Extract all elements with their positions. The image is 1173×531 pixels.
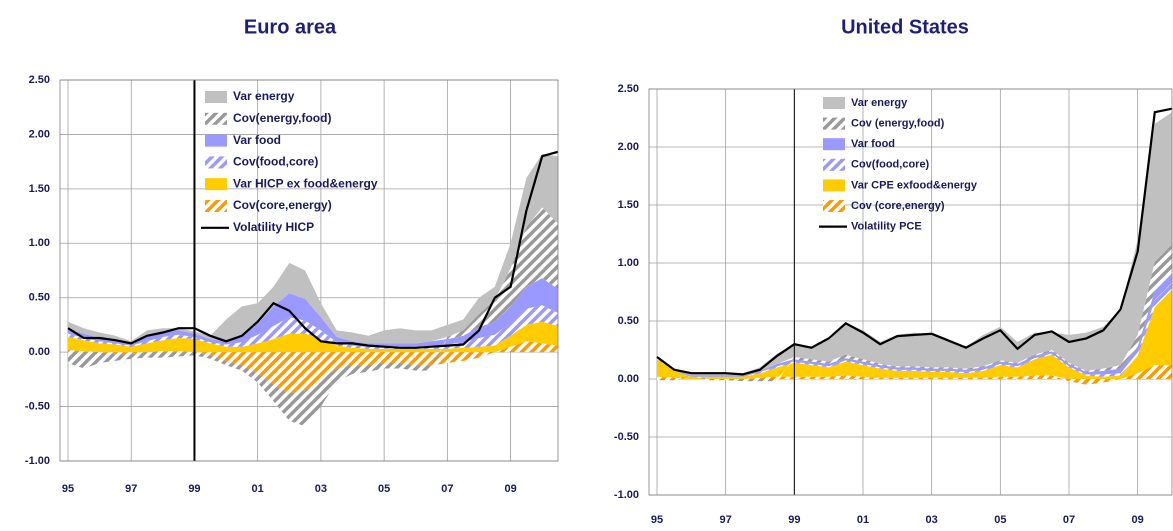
y-tick-label: -1.00 <box>614 489 639 501</box>
legend-swatch <box>205 112 227 125</box>
area <box>68 321 558 353</box>
y-tick-label: 0.50 <box>29 292 50 304</box>
y-tick-label: 0.50 <box>618 315 639 327</box>
x-tick-label: 97 <box>125 483 137 495</box>
y-tick-label: 0.00 <box>618 373 639 385</box>
legend-label: Cov (energy,food) <box>851 118 945 130</box>
legend-label: Var energy <box>851 97 908 109</box>
x-tick-label: 95 <box>651 514 663 526</box>
legend-label: Var energy <box>233 89 295 103</box>
y-tick-label: 1.50 <box>618 199 639 211</box>
x-tick-label: 01 <box>252 483 264 495</box>
y-tick-label: 2.00 <box>618 141 639 153</box>
x-tick-label: 99 <box>188 483 200 495</box>
legend-swatch <box>823 97 845 109</box>
x-tick-label: 03 <box>315 483 327 495</box>
x-tick-label: 99 <box>788 514 800 526</box>
line <box>656 107 1173 376</box>
plot-frame <box>59 79 559 462</box>
area <box>657 112 1172 376</box>
legend-label: Var HICP ex food&energy <box>233 176 378 190</box>
legend-swatch <box>205 134 227 147</box>
x-tick-label: 97 <box>720 514 732 526</box>
legend-label: Var CPE exfood&energy <box>851 179 978 191</box>
legend-swatch <box>823 158 845 171</box>
x-tick-label: 05 <box>994 514 1006 526</box>
x-tick-label: 09 <box>504 483 516 495</box>
y-tick-label: 1.50 <box>29 183 50 195</box>
x-tick-label: 09 <box>1132 514 1144 526</box>
y-tick-label: 0.00 <box>29 346 50 358</box>
legend-label: Cov(food,core) <box>851 159 930 171</box>
y-tick-label: -0.50 <box>25 400 50 412</box>
y-tick-label: 1.00 <box>618 257 639 269</box>
legend-label: Cov(core,energy) <box>233 198 332 212</box>
area <box>68 341 558 394</box>
area <box>68 278 558 347</box>
x-tick-label: 07 <box>1063 514 1075 526</box>
area <box>657 244 1172 382</box>
plot-frame <box>648 88 1173 496</box>
legend-swatch <box>823 138 845 151</box>
line <box>67 150 559 349</box>
x-tick-label: 05 <box>378 483 390 495</box>
legend-label: Var food <box>233 133 281 147</box>
legend-swatch <box>823 179 845 192</box>
legend-label: Var food <box>851 138 895 150</box>
x-tick-label: 01 <box>857 514 869 526</box>
legend-label: Volatility HICP <box>233 220 314 234</box>
chart-title: Euro area <box>244 16 337 38</box>
y-tick-label: 2.00 <box>29 128 50 140</box>
legend-swatch <box>823 200 845 212</box>
chart-title: United States <box>841 16 969 38</box>
legend-label: Cov (core,energy) <box>851 200 945 212</box>
y-tick-label: 1.00 <box>29 237 50 249</box>
area <box>68 154 558 344</box>
legend-swatch <box>205 200 227 212</box>
legend-swatch <box>205 91 227 103</box>
legend-label: Cov(food,core) <box>233 155 318 169</box>
y-tick-label: -0.50 <box>614 431 639 443</box>
legend-label: Volatility PCE <box>851 221 922 233</box>
legend-swatch <box>205 156 227 169</box>
legend-swatch <box>823 117 845 130</box>
x-tick-label: 03 <box>926 514 938 526</box>
legend-label: Cov(energy,food) <box>233 111 331 125</box>
y-tick-label: 2.50 <box>618 83 639 95</box>
y-tick-label: -1.00 <box>25 455 50 467</box>
x-tick-label: 95 <box>62 483 74 495</box>
y-tick-label: 2.50 <box>29 74 50 86</box>
legend-swatch <box>205 178 227 191</box>
x-tick-label: 07 <box>441 483 453 495</box>
area <box>68 305 558 349</box>
